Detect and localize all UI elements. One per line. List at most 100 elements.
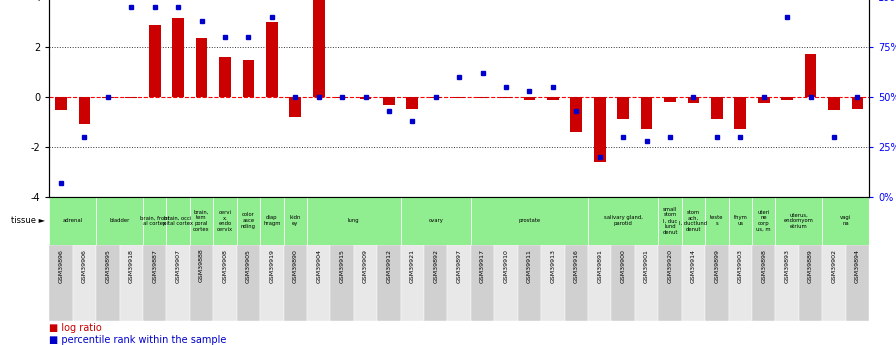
Text: tissue ►: tissue ►	[11, 216, 45, 225]
Bar	[307, 197, 401, 245]
Text: GSM39896: GSM39896	[58, 249, 64, 283]
Bar	[728, 245, 752, 321]
Bar	[728, 197, 752, 245]
Bar	[828, 97, 840, 110]
Text: diap
hragm: diap hragm	[263, 215, 280, 226]
Bar	[430, 97, 442, 98]
Bar	[167, 245, 190, 321]
Text: salivary gland,
parotid: salivary gland, parotid	[604, 215, 642, 226]
Bar	[237, 245, 260, 321]
Text: GSM39919: GSM39919	[270, 249, 274, 283]
Bar	[775, 245, 799, 321]
Text: GSM39904: GSM39904	[316, 249, 321, 283]
Bar	[659, 197, 682, 245]
Bar	[102, 97, 114, 98]
Bar	[49, 197, 96, 245]
Bar	[96, 197, 143, 245]
Bar	[711, 97, 723, 119]
Bar	[213, 197, 237, 245]
Bar	[359, 97, 371, 99]
Bar	[237, 197, 260, 245]
Bar	[260, 197, 283, 245]
Text: GSM39902: GSM39902	[831, 249, 837, 283]
Bar	[758, 97, 770, 103]
Text: brain, occi
pital cortex: brain, occi pital cortex	[163, 215, 194, 226]
Text: bladder: bladder	[109, 218, 130, 223]
Bar	[705, 245, 728, 321]
Text: GSM39914: GSM39914	[691, 249, 696, 283]
Text: GSM39921: GSM39921	[409, 249, 415, 283]
Bar	[805, 54, 816, 97]
Bar	[56, 97, 67, 110]
Bar	[143, 197, 167, 245]
Text: GSM39911: GSM39911	[527, 249, 532, 283]
Text: GSM39899: GSM39899	[714, 249, 719, 283]
Bar	[752, 245, 775, 321]
Bar	[119, 245, 143, 321]
Text: thym
us: thym us	[733, 215, 747, 226]
Text: GSM39900: GSM39900	[621, 249, 625, 283]
Text: teste
s: teste s	[711, 215, 724, 226]
Bar	[79, 97, 90, 124]
Text: GSM39912: GSM39912	[386, 249, 392, 283]
Bar	[571, 97, 582, 131]
Bar	[190, 197, 213, 245]
Bar	[641, 97, 652, 129]
Text: GSM39895: GSM39895	[106, 249, 110, 283]
Text: ■ percentile rank within the sample: ■ percentile rank within the sample	[49, 335, 227, 345]
Bar	[190, 245, 213, 321]
Bar	[401, 197, 471, 245]
Bar	[775, 197, 823, 245]
Text: brain, front
al cortex: brain, front al cortex	[140, 215, 169, 226]
Text: kidn
ey: kidn ey	[289, 215, 301, 226]
Bar	[243, 60, 254, 97]
Bar	[125, 97, 137, 98]
Text: color
asce
nding: color asce nding	[241, 213, 256, 229]
Text: GSM39913: GSM39913	[550, 249, 556, 283]
Text: brain,
tem
poral
cortex: brain, tem poral cortex	[194, 210, 210, 232]
Bar	[289, 97, 301, 117]
Text: stom
ach,
I, ductlund
denut: stom ach, I, ductlund denut	[679, 210, 708, 232]
Text: GSM39905: GSM39905	[246, 249, 251, 283]
Bar	[823, 197, 869, 245]
Bar	[283, 245, 307, 321]
Bar	[447, 245, 471, 321]
Text: ovary: ovary	[428, 218, 444, 223]
Bar	[167, 197, 190, 245]
Bar	[260, 245, 283, 321]
Text: GSM39892: GSM39892	[434, 249, 438, 283]
Text: GSM39894: GSM39894	[855, 249, 860, 283]
Bar	[687, 97, 699, 103]
Bar	[705, 197, 728, 245]
Text: adrenal: adrenal	[63, 218, 82, 223]
Text: ■ log ratio: ■ log ratio	[49, 323, 102, 333]
Bar	[547, 97, 559, 100]
Bar	[424, 245, 447, 321]
Text: GSM39890: GSM39890	[293, 249, 297, 283]
Bar	[659, 245, 682, 321]
Bar	[635, 245, 659, 321]
Text: vagi
na: vagi na	[840, 215, 851, 226]
Text: GSM39897: GSM39897	[457, 249, 461, 283]
Text: small
stom
l, duc
lund
denut: small stom l, duc lund denut	[662, 207, 677, 235]
Bar	[96, 245, 119, 321]
Bar	[564, 245, 588, 321]
Bar	[682, 197, 705, 245]
Text: GSM39891: GSM39891	[598, 249, 602, 283]
Bar	[195, 38, 207, 97]
Bar	[518, 245, 541, 321]
Text: GSM39908: GSM39908	[222, 249, 228, 283]
Bar	[500, 97, 512, 98]
Text: GSM39920: GSM39920	[668, 249, 673, 283]
Bar	[588, 245, 611, 321]
Text: GSM39887: GSM39887	[152, 249, 157, 283]
Text: GSM39898: GSM39898	[762, 249, 766, 283]
Bar	[220, 57, 231, 97]
Bar	[307, 245, 331, 321]
Text: prostate: prostate	[519, 218, 540, 223]
Bar	[73, 245, 96, 321]
Bar	[172, 18, 184, 97]
Bar	[594, 97, 606, 161]
Bar	[266, 21, 278, 97]
Bar	[617, 97, 629, 119]
